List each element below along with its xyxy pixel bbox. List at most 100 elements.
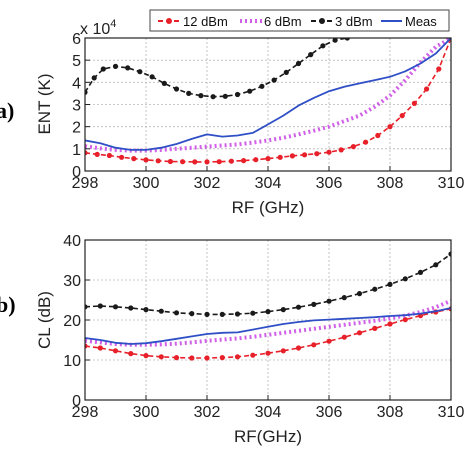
panel-b-xtick-298: 298 <box>72 404 99 421</box>
panel-b-point-3dbm-1 <box>97 303 103 309</box>
panel-b-point-12dbm-4 <box>143 353 149 359</box>
legend-entry-12dbm: 12 dBm <box>158 14 228 29</box>
panel-a-point-3dbm-21 <box>332 38 338 43</box>
panel-a-point-3dbm-4 <box>125 65 131 71</box>
panel-b-ytick-10: 10 <box>63 353 81 370</box>
panel-a-point-12dbm-9 <box>192 159 198 165</box>
panel-b-point-3dbm-22 <box>417 269 424 275</box>
panel-b-series-meas <box>85 307 451 345</box>
panel-a-ytick-3: 3 <box>72 98 81 115</box>
panel-a-ytick-2: 2 <box>72 120 81 137</box>
panel-a-point-3dbm-13 <box>234 91 241 98</box>
legend-box <box>149 9 450 32</box>
legend-entry-6dbm: 6 dBm <box>240 14 302 29</box>
panel-a-point-12dbm-24 <box>375 132 381 139</box>
panel-a-point-3dbm-14 <box>247 88 253 94</box>
panel-b-ytick-0: 0 <box>72 393 81 410</box>
panel-a-x-axis-label: RF (GHz) <box>232 198 305 217</box>
panel-a-point-12dbm-11 <box>216 159 222 165</box>
panel-a: a) 298 300 302 304 306 308 310 0 1 2 3 4 5 6 x 104 E… <box>0 9 465 217</box>
panel-b-point-12dbm-5 <box>158 354 164 360</box>
panel-b-point-3dbm-6 <box>173 310 180 316</box>
panel-a-point-3dbm-17 <box>283 69 289 75</box>
panel-a-point-12dbm-2 <box>106 152 112 159</box>
panel-b-point-12dbm-3 <box>128 351 134 357</box>
panel-a-point-12dbm-15 <box>265 156 271 162</box>
legend-marker-12dbm <box>166 18 172 24</box>
panel-b-ytick-40: 40 <box>63 233 81 250</box>
panel-a-xtick-310: 310 <box>438 175 465 192</box>
panel-b-point-12dbm-21 <box>402 317 408 323</box>
panel-a-point-12dbm-29 <box>436 66 442 72</box>
panel-a-point-12dbm-22 <box>350 144 356 150</box>
panel-b-point-12dbm-20 <box>387 321 393 327</box>
legend-entry-3dbm: 3 dBm <box>311 14 373 29</box>
panel-b-point-12dbm-11 <box>250 352 256 358</box>
panel-a-point-3dbm-20 <box>320 43 326 49</box>
panel-b-line-6dbm <box>85 298 451 347</box>
panel-b-point-3dbm-23 <box>433 262 439 268</box>
panel-a-ytick-5: 5 <box>72 53 81 70</box>
panel-a-series-meas <box>85 38 451 151</box>
panel-a-y-axis-label: ENT (K) <box>35 73 54 134</box>
panel-b-point-12dbm-0 <box>85 343 88 349</box>
panel-a-point-3dbm-19 <box>308 52 314 58</box>
panel-b-point-3dbm-12 <box>265 309 271 315</box>
panel-b-xtick-308: 308 <box>377 404 404 421</box>
panel-b-point-12dbm-8 <box>204 355 210 361</box>
panel-a-point-3dbm-7 <box>161 80 167 86</box>
panel-a-point-3dbm-8 <box>173 86 180 92</box>
panel-a-point-12dbm-14 <box>253 157 259 163</box>
panel-a-point-12dbm-0 <box>85 150 88 156</box>
panel-a-ytick-0: 0 <box>72 164 81 181</box>
panel-b-point-12dbm-9 <box>219 355 225 361</box>
panel-a-series-12dbm <box>85 38 451 165</box>
legend-marker-3dbm <box>319 18 325 24</box>
panel-a-point-12dbm-13 <box>241 158 247 164</box>
panel-b-series <box>85 251 451 361</box>
panel-b-point-3dbm-2 <box>112 304 119 310</box>
panel-a-xtick-302: 302 <box>194 175 221 192</box>
panel-a-point-12dbm-16 <box>277 154 283 160</box>
panel-b-series-6dbm <box>85 298 451 347</box>
panel-b-xtick-304: 304 <box>255 404 282 421</box>
panel-a-point-12dbm-17 <box>289 153 295 159</box>
panel-a-y-multiplier-exponent: 4 <box>110 18 116 30</box>
legend-label-3dbm: 3 dBm <box>335 14 373 29</box>
panel-b-point-3dbm-11 <box>250 310 256 316</box>
panel-a-point-12dbm-5 <box>143 157 149 163</box>
panel-a-point-12dbm-6 <box>155 158 161 164</box>
panel-a-point-12dbm-27 <box>411 100 417 106</box>
legend-label-meas: Meas <box>405 14 437 29</box>
panel-a-point-3dbm-0 <box>85 89 88 95</box>
panel-b-y-ticks: 0 10 20 30 40 <box>63 233 90 410</box>
panel-a-xtick-304: 304 <box>255 175 282 192</box>
panel-a-ytick-4: 4 <box>72 75 81 92</box>
panel-a-ytick-1: 1 <box>72 142 81 159</box>
panel-a-point-3dbm-2 <box>100 66 106 72</box>
panel-b-point-3dbm-9 <box>219 311 225 317</box>
panel-b-point-3dbm-5 <box>158 308 164 314</box>
panel-a-point-12dbm-28 <box>424 86 430 92</box>
panel-b-point-3dbm-7 <box>189 311 195 317</box>
panel-a-y-ticks: 0 1 2 3 4 5 6 <box>72 31 90 181</box>
panel-b-point-3dbm-10 <box>234 311 241 317</box>
panel-a-ytick-6: 6 <box>72 31 81 48</box>
panel-b-point-3dbm-4 <box>143 307 149 313</box>
panel-a-label: a) <box>0 98 14 123</box>
panel-a-point-12dbm-8 <box>180 159 186 165</box>
panel-b-xtick-300: 300 <box>133 404 160 421</box>
panel-b-xtick-310: 310 <box>438 404 465 421</box>
panel-b-point-3dbm-0 <box>85 304 88 310</box>
panel-a-point-12dbm-26 <box>399 113 405 119</box>
panel-a-point-3dbm-22 <box>344 38 350 41</box>
panel-a-point-3dbm-10 <box>198 93 204 99</box>
panel-a-point-12dbm-4 <box>131 156 137 162</box>
panel-b-point-12dbm-19 <box>372 325 378 331</box>
panel-b-point-12dbm-2 <box>112 348 119 354</box>
panel-b-point-3dbm-15 <box>311 301 317 307</box>
panel-a-series-3dbm <box>85 38 350 100</box>
panel-b-point-3dbm-3 <box>128 305 134 311</box>
panel-b-point-12dbm-10 <box>234 354 241 360</box>
